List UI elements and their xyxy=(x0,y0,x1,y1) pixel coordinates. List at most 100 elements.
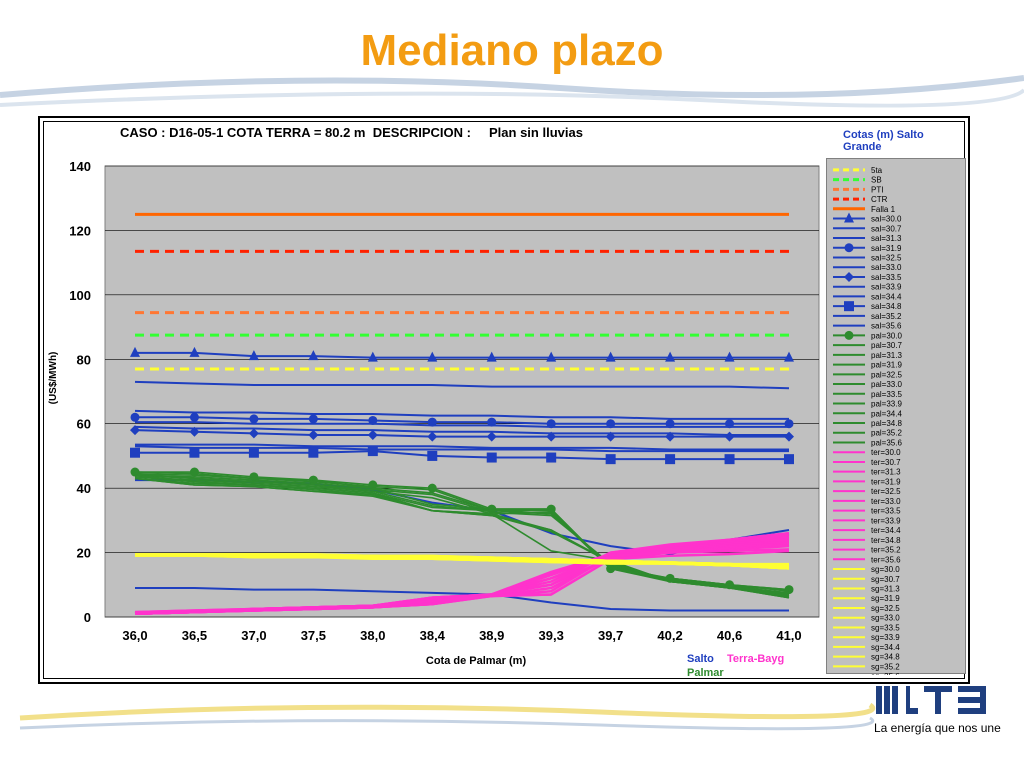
legend-label: sg=32.5 xyxy=(871,604,900,613)
data-point xyxy=(248,447,259,458)
legend-label: pal=35.2 xyxy=(871,429,902,438)
legend-label: ter=32.5 xyxy=(871,487,901,496)
data-point xyxy=(249,414,259,424)
legend-label: sal=30.0 xyxy=(871,215,902,224)
data-point xyxy=(784,454,794,465)
slide-title: Mediano plazo xyxy=(360,26,664,75)
legend-label: CTR xyxy=(871,195,888,204)
x-tick-label: 38,0 xyxy=(360,628,385,643)
data-point xyxy=(130,425,140,436)
data-point xyxy=(308,447,319,458)
x-tick-label: 36,0 xyxy=(122,628,147,643)
legend-label: ter=31.9 xyxy=(871,477,901,486)
legend-label: sal=34.8 xyxy=(871,302,902,311)
y-tick-label: 120 xyxy=(69,223,91,238)
data-point xyxy=(724,351,735,362)
y-tick-label: 20 xyxy=(77,546,91,561)
y-tick-label: 140 xyxy=(69,159,91,174)
data-point xyxy=(130,346,140,357)
legend-label: sg=30.7 xyxy=(871,575,900,584)
legend-label: pal=33.0 xyxy=(871,380,902,389)
legend-label: sal=32.5 xyxy=(871,253,902,262)
legend-label: 5ta xyxy=(871,166,883,175)
series-line xyxy=(135,450,789,461)
y-tick-label: 80 xyxy=(77,352,91,367)
data-point xyxy=(844,330,854,340)
data-point xyxy=(784,431,794,442)
data-point xyxy=(248,350,259,361)
legend-label: ter=34.4 xyxy=(871,526,901,535)
legend-label: SB xyxy=(871,176,882,185)
y-tick-label: 60 xyxy=(77,417,91,432)
footer-palmar: Palmar xyxy=(687,667,724,679)
data-point xyxy=(665,454,676,465)
data-point xyxy=(665,351,676,362)
legend-label: ter=35.6 xyxy=(871,555,901,564)
legend-title: Cotas (m) Salto Grande xyxy=(843,129,924,153)
x-tick-label: 39,7 xyxy=(598,628,623,643)
x-tick-label: 38,9 xyxy=(479,628,504,643)
ute-logo-icon xyxy=(876,686,986,714)
legend-label: sal=33.0 xyxy=(871,263,902,272)
legend-label: pal=30.7 xyxy=(871,341,902,350)
footer-salto: Salto xyxy=(687,653,714,665)
legend-label: pal=34.4 xyxy=(871,409,902,418)
data-point xyxy=(427,351,438,362)
legend-label: Falla 1 xyxy=(871,205,896,214)
data-point xyxy=(367,429,378,440)
data-point xyxy=(427,431,438,442)
legend-label: sal=33.9 xyxy=(871,283,902,292)
data-point xyxy=(189,426,200,437)
series-line xyxy=(135,351,789,359)
y-tick-label: 0 xyxy=(84,610,91,625)
series-line xyxy=(135,587,789,612)
swoosh-top-2 xyxy=(0,88,1024,108)
data-point xyxy=(367,351,378,362)
data-point xyxy=(308,429,319,440)
data-point xyxy=(546,431,557,442)
legend-label: ter=33.9 xyxy=(871,516,901,525)
data-point xyxy=(189,346,200,357)
tagline: La energía que nos une xyxy=(874,721,1001,735)
x-axis-label: Cota de Palmar (m) xyxy=(426,655,527,667)
legend-label: pal=33.9 xyxy=(871,400,902,409)
data-point xyxy=(427,450,438,461)
swoosh-bottom xyxy=(19,702,876,721)
x-tick-label: 36,5 xyxy=(182,628,207,643)
series-line xyxy=(134,429,789,438)
legend-label: pal=32.5 xyxy=(871,370,902,379)
data-point xyxy=(486,351,497,362)
data-point xyxy=(486,452,497,463)
legend-label: sal=33.5 xyxy=(871,273,902,282)
series-line xyxy=(134,477,790,599)
y-tick-label: 40 xyxy=(77,481,91,496)
legend-label: pal=34.8 xyxy=(871,419,902,428)
legend-label: ter=33.5 xyxy=(871,507,901,516)
legend: 5ta SB PTI CTR Falla 1 sal=30.0 sal=30.7 sal=31… xyxy=(826,158,966,681)
x-tick-label: 40,6 xyxy=(717,628,742,643)
data-point xyxy=(486,431,497,442)
legend-label: sg=33.9 xyxy=(871,633,900,642)
series-line xyxy=(134,409,789,420)
data-point xyxy=(724,431,735,442)
series-line xyxy=(134,380,790,390)
series-line xyxy=(134,425,789,436)
x-tick-label: 39,3 xyxy=(539,628,564,643)
series-line xyxy=(135,554,790,570)
legend-label: sal=30.7 xyxy=(871,224,902,233)
legend-label: pal=30.0 xyxy=(871,331,902,340)
data-point xyxy=(784,351,794,362)
series-line xyxy=(135,416,789,425)
legend-label: sg=31.3 xyxy=(871,585,900,594)
data-point xyxy=(367,446,378,457)
data-point xyxy=(130,447,140,458)
data-point xyxy=(308,350,319,361)
data-point xyxy=(308,414,318,424)
legend-label: sg=33.5 xyxy=(871,623,900,632)
legend-label: sg=31.9 xyxy=(871,594,900,603)
legend-label: ter=35.2 xyxy=(871,546,901,555)
series-line xyxy=(134,549,790,614)
legend-label: ter=30.7 xyxy=(871,458,901,467)
data-point xyxy=(605,351,616,362)
